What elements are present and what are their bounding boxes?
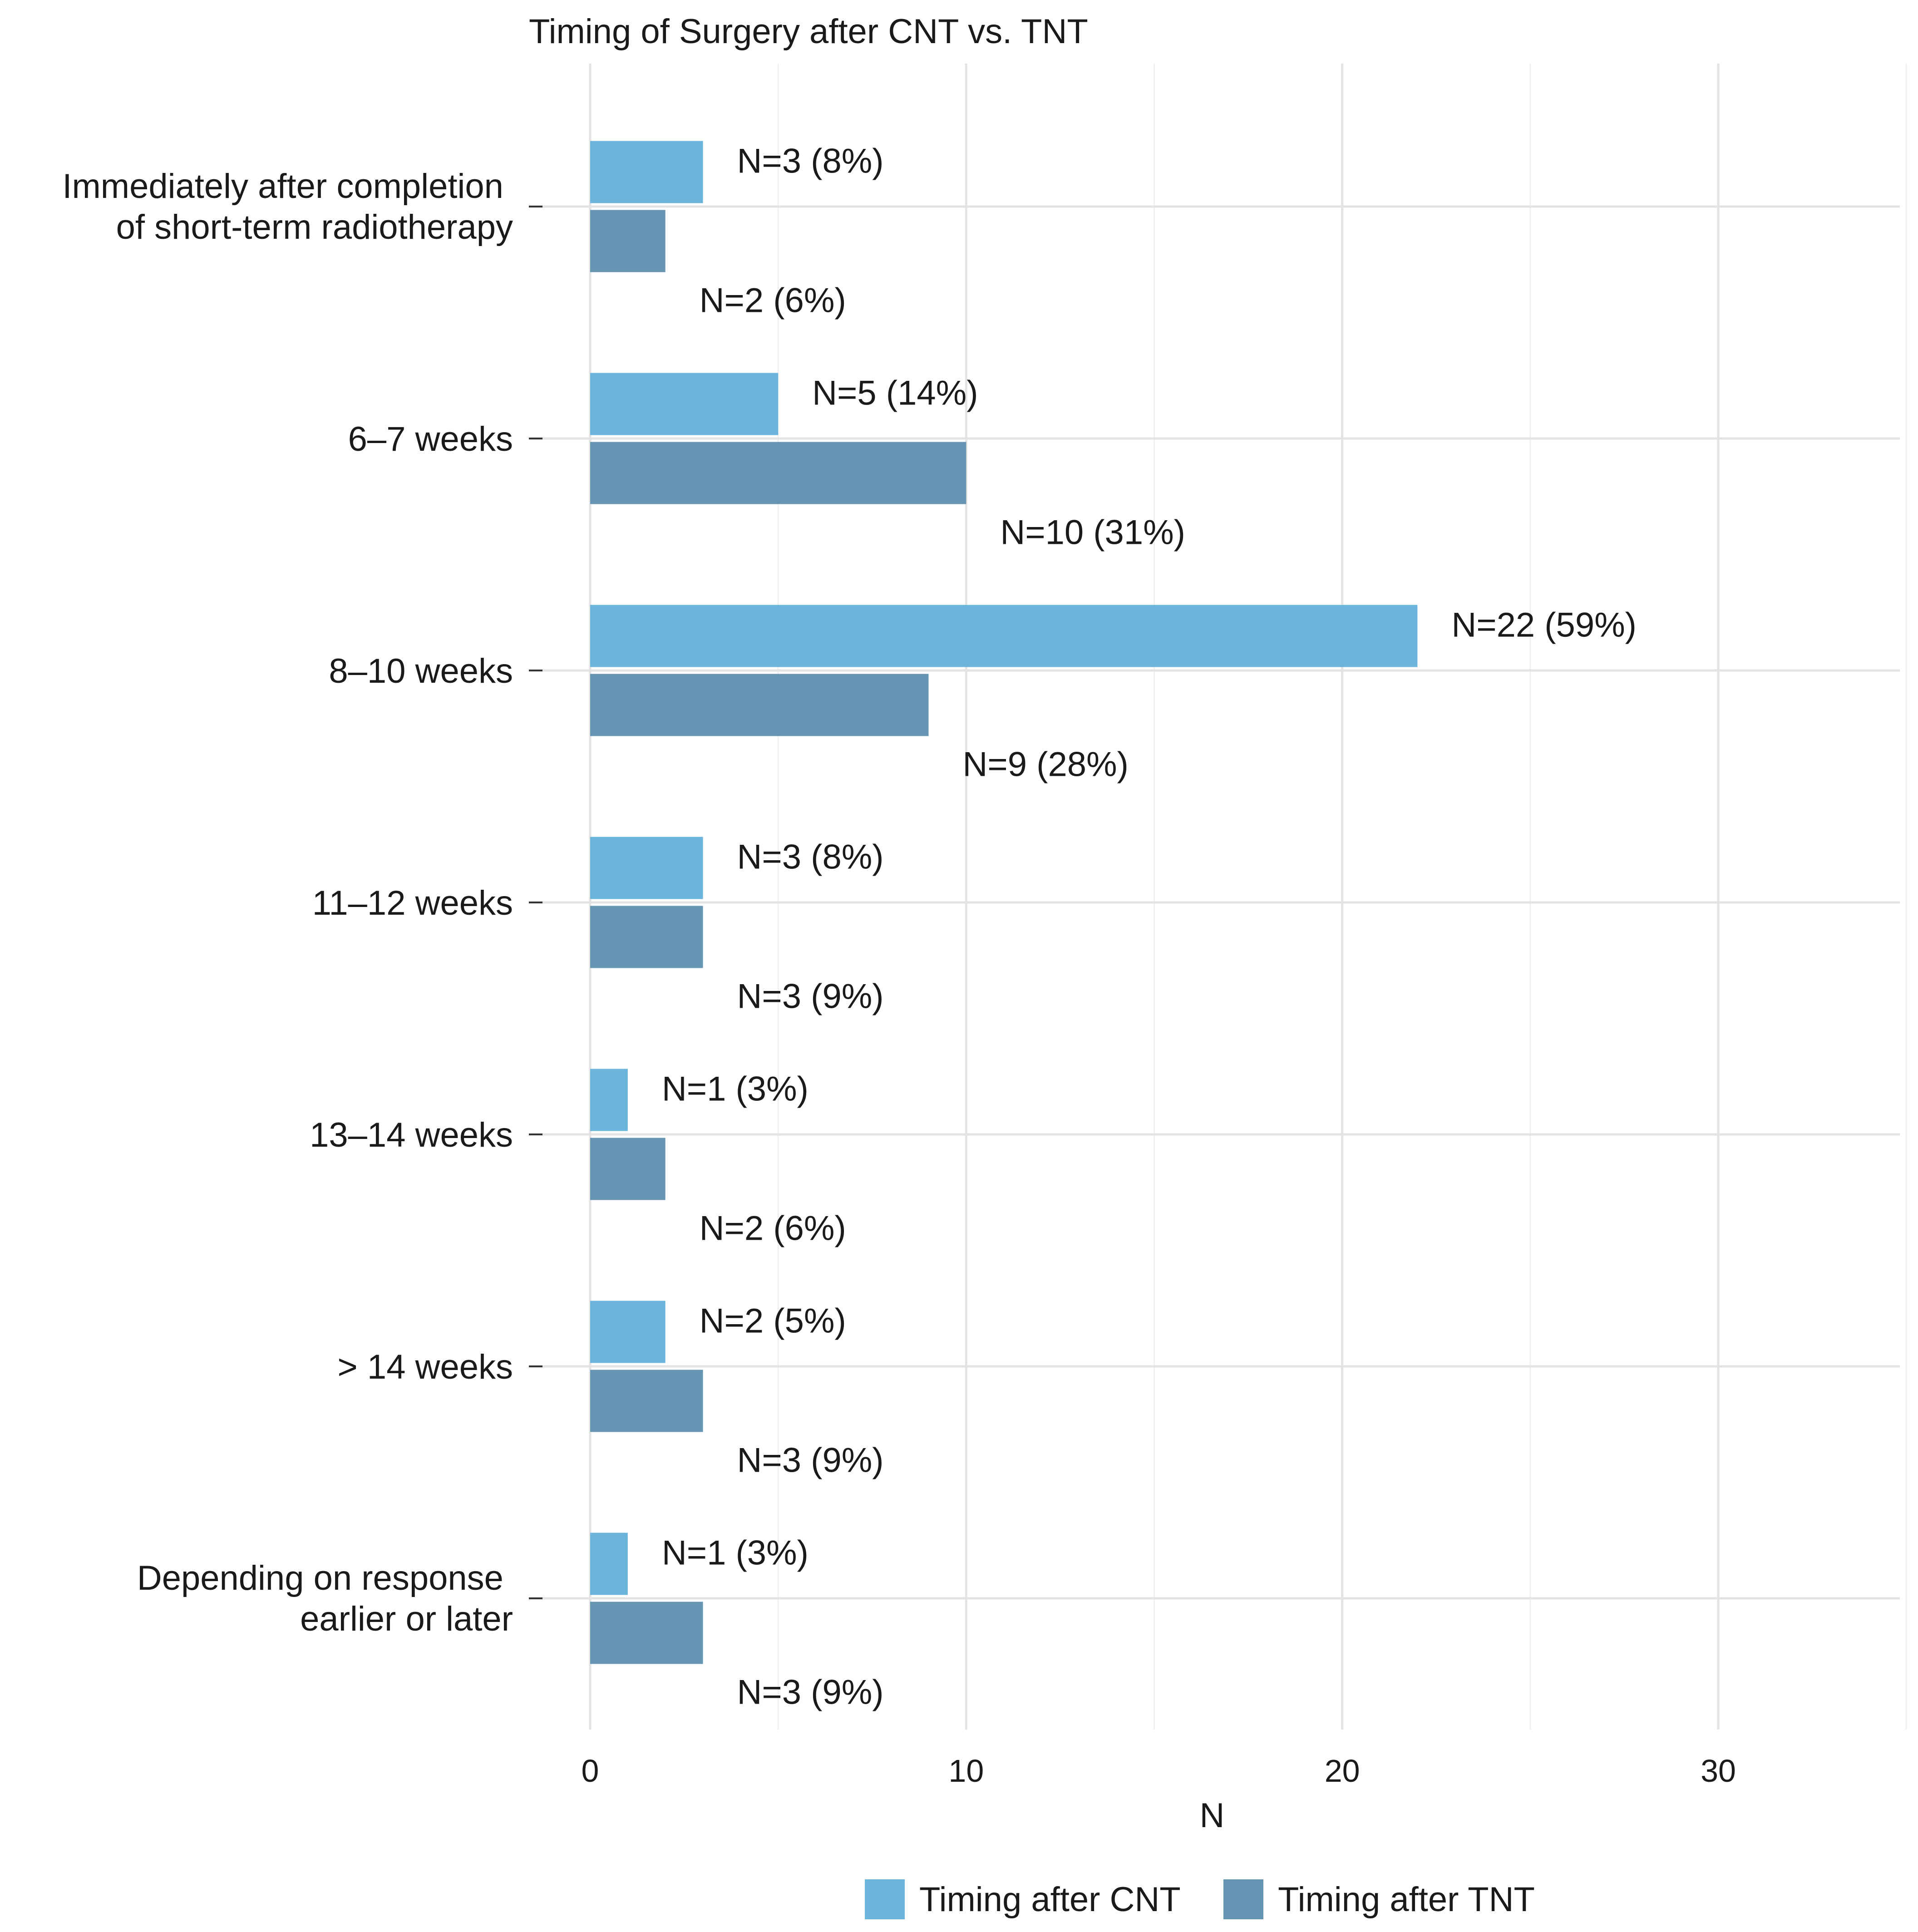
- bar-tnt: [590, 906, 703, 968]
- data-label-cnt: N=2 (5%): [700, 1302, 846, 1341]
- bar-tnt: [590, 1138, 666, 1200]
- bar-cnt: [590, 605, 1418, 667]
- legend-label-tnt: Timing after TNT: [1278, 1880, 1535, 1919]
- bar-cnt: [590, 1533, 628, 1595]
- y-tick-label: 13–14 weeks: [310, 1116, 513, 1154]
- bar-cnt: [590, 141, 703, 203]
- x-tick-label: 0: [582, 1753, 599, 1789]
- legend-label-cnt: Timing after CNT: [919, 1880, 1181, 1919]
- data-labels: N=3 (8%) N=2 (6%) N=5 (14%) N=10 (31%) N=22 …: [662, 142, 1637, 1712]
- data-label-cnt: N=3 (8%): [737, 142, 884, 181]
- y-tick-label: Depending on response earlier or later: [137, 1559, 513, 1638]
- chart-title: Timing of Surgery after CNT vs. TNT: [529, 12, 1088, 51]
- bar-tnt: [590, 1602, 703, 1664]
- bar-tnt: [590, 1370, 703, 1432]
- data-label-cnt: N=3 (8%): [737, 838, 884, 877]
- data-label-tnt: N=2 (6%): [700, 1209, 846, 1248]
- data-label-cnt: N=1 (3%): [662, 1534, 809, 1572]
- legend: Timing after CNT Timing after TNT: [865, 1879, 1535, 1919]
- axes: Immediately after completion of short-te…: [62, 167, 1736, 1789]
- y-tick-label: Immediately after completion of short-te…: [62, 167, 513, 246]
- bar-cnt: [590, 1069, 628, 1131]
- x-tick-label: 10: [948, 1753, 984, 1789]
- bar-tnt: [590, 442, 966, 504]
- bar-cnt: [590, 1301, 666, 1363]
- bar-cnt: [590, 837, 703, 899]
- data-label-tnt: N=3 (9%): [737, 1441, 884, 1480]
- y-tick-label: 11–12 weeks: [312, 884, 513, 922]
- data-label-tnt: N=3 (9%): [737, 977, 884, 1016]
- data-label-tnt: N=9 (28%): [963, 745, 1129, 784]
- x-axis-title: N: [1200, 1796, 1225, 1835]
- y-tick-label: > 14 weeks: [337, 1348, 513, 1386]
- legend-swatch-cnt: [865, 1879, 905, 1919]
- bar-tnt: [590, 210, 666, 272]
- bar-tnt: [590, 674, 929, 736]
- bar-cnt: [590, 373, 779, 435]
- bars: [590, 141, 1418, 1664]
- data-label-cnt: N=1 (3%): [662, 1070, 809, 1109]
- x-tick-label: 30: [1701, 1753, 1736, 1789]
- data-label-tnt: N=3 (9%): [737, 1673, 884, 1712]
- data-label-cnt: N=5 (14%): [812, 374, 978, 413]
- data-label-cnt: N=22 (59%): [1451, 606, 1637, 645]
- legend-swatch-tnt: [1223, 1879, 1263, 1919]
- grid-lines: [529, 64, 1907, 1730]
- data-label-tnt: N=10 (31%): [1000, 513, 1185, 552]
- data-label-tnt: N=2 (6%): [700, 281, 846, 320]
- x-tick-label: 20: [1325, 1753, 1360, 1789]
- y-tick-label: 8–10 weeks: [329, 652, 513, 690]
- y-tick-label: 6–7 weeks: [348, 420, 513, 458]
